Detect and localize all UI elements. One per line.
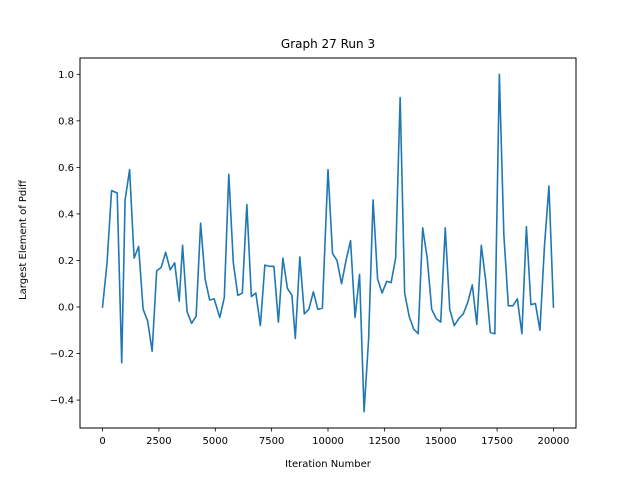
x-tick-label: 2500	[146, 436, 171, 447]
y-tick-label: 0.2	[58, 256, 74, 267]
y-axis-label: Largest Element of Pdiff	[18, 179, 29, 300]
x-tick-label: 12500	[368, 436, 400, 447]
x-tick-label: 15000	[425, 436, 457, 447]
series-line	[101, 73, 555, 413]
y-tick-label: 0.8	[58, 116, 74, 127]
x-tick-label: 5000	[203, 436, 228, 447]
x-tick-label: 20000	[538, 436, 570, 447]
x-tick-label: 17500	[481, 436, 513, 447]
y-tick-label: 0.6	[58, 163, 74, 174]
y-tick-label: −0.4	[50, 396, 74, 407]
y-tick-label: 1.0	[58, 70, 74, 81]
chart-title: Graph 27 Run 3	[281, 37, 375, 51]
y-tick-label: −0.2	[50, 349, 74, 360]
x-tick-label: 7500	[259, 436, 284, 447]
x-axis-label: Iteration Number	[285, 459, 372, 470]
y-tick-label: 0.4	[58, 209, 74, 220]
y-tick-label: 0.0	[58, 302, 74, 313]
y-axis: −0.4 −0.2 0.0 0.2 0.4 0.6 0.8 1.0	[50, 70, 80, 407]
plot-frame	[79, 57, 577, 429]
x-tick-label: 0	[99, 436, 105, 447]
plot-area	[101, 73, 555, 413]
x-axis: 0 2500 5000 7500 10000 12500 15000 17500 20000	[99, 428, 569, 447]
x-tick-label: 10000	[312, 436, 344, 447]
